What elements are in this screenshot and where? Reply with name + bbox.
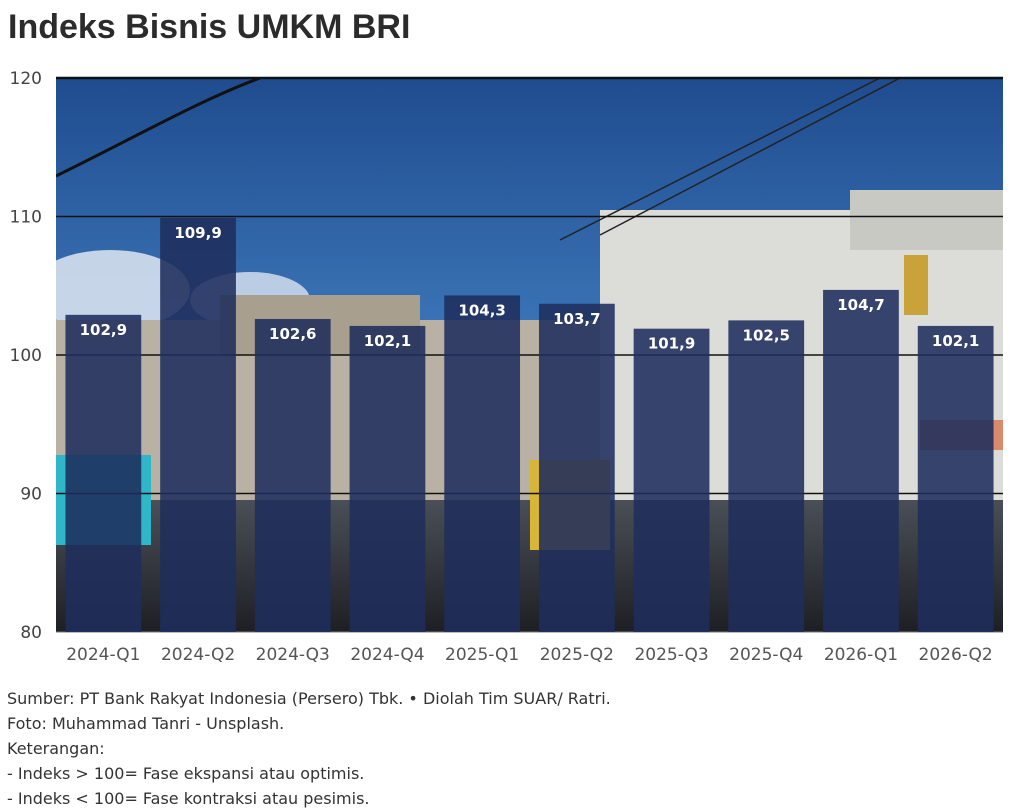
- x-tick-label: 2025-Q1: [445, 645, 519, 665]
- y-tick-label: 120: [10, 69, 42, 89]
- bar-value-label: 102,9: [80, 321, 127, 339]
- x-tick-label: 2024-Q4: [350, 645, 424, 665]
- bar-value-label: 104,7: [837, 296, 884, 314]
- x-tick-label: 2025-Q3: [634, 645, 708, 665]
- x-tick-label: 2024-Q1: [66, 645, 140, 665]
- bar: [444, 295, 521, 632]
- bar-value-label: 102,5: [743, 326, 790, 344]
- x-tick-label: 2025-Q4: [729, 645, 803, 665]
- bar: [823, 289, 899, 632]
- bar: [728, 320, 805, 632]
- x-axis-tick-labels: 2024-Q1 2024-Q2 2024-Q3 2024-Q4 2025-Q1 2025-…: [66, 645, 993, 665]
- bar: [538, 303, 615, 632]
- bar-value-label: 109,9: [174, 224, 221, 242]
- bar-value-label: 103,7: [553, 310, 600, 328]
- y-tick-label: 110: [10, 208, 42, 228]
- bar-value-label: 102,6: [269, 325, 316, 343]
- bar: [917, 325, 994, 632]
- photo-credit: Foto: Muhammad Tanri - Unsplash.: [7, 714, 285, 733]
- chart-area: 102,9 109,9 102,6 102,1 104,3 103,7 101,9 102,5…: [0, 60, 1024, 680]
- bar-value-label: 102,1: [364, 332, 411, 350]
- bar-value-label: 101,9: [648, 335, 695, 353]
- bar-value-label: 104,3: [458, 301, 505, 319]
- bar-value-label: 102,1: [932, 332, 979, 350]
- bar: [349, 325, 426, 632]
- y-tick-label: 80: [20, 623, 42, 643]
- bar-chart: 102,9 109,9 102,6 102,1 104,3 103,7 101,9 102,5…: [10, 69, 1003, 665]
- source-note: Sumber: PT Bank Rakyat Indonesia (Perser…: [7, 689, 611, 708]
- chart-title: Indeks Bisnis UMKM BRI: [8, 8, 411, 46]
- chart-notes: Sumber: PT Bank Rakyat Indonesia (Perser…: [7, 686, 1007, 811]
- x-tick-label: 2025-Q2: [540, 645, 614, 665]
- y-tick-label: 90: [20, 485, 42, 505]
- x-tick-label: 2026-Q1: [824, 645, 898, 665]
- bar: [254, 318, 331, 632]
- legend-contraction: - Indeks < 100= Fase kontraksi atau pesi…: [7, 789, 370, 808]
- legend-expansion: - Indeks > 100= Fase ekspansi atau optim…: [7, 764, 365, 783]
- x-tick-label: 2024-Q3: [256, 645, 330, 665]
- y-tick-label: 100: [10, 346, 42, 366]
- bar: [633, 328, 710, 632]
- bars: 102,9 109,9 102,6 102,1 104,3 103,7 101,9 102,5…: [65, 217, 994, 632]
- bar: [160, 217, 236, 632]
- bar: [65, 314, 142, 632]
- y-axis-tick-labels: 80 90 100 110 120: [10, 69, 42, 643]
- x-tick-label: 2024-Q2: [161, 645, 235, 665]
- legend-heading: Keterangan:: [7, 739, 105, 758]
- x-tick-label: 2026-Q2: [919, 645, 993, 665]
